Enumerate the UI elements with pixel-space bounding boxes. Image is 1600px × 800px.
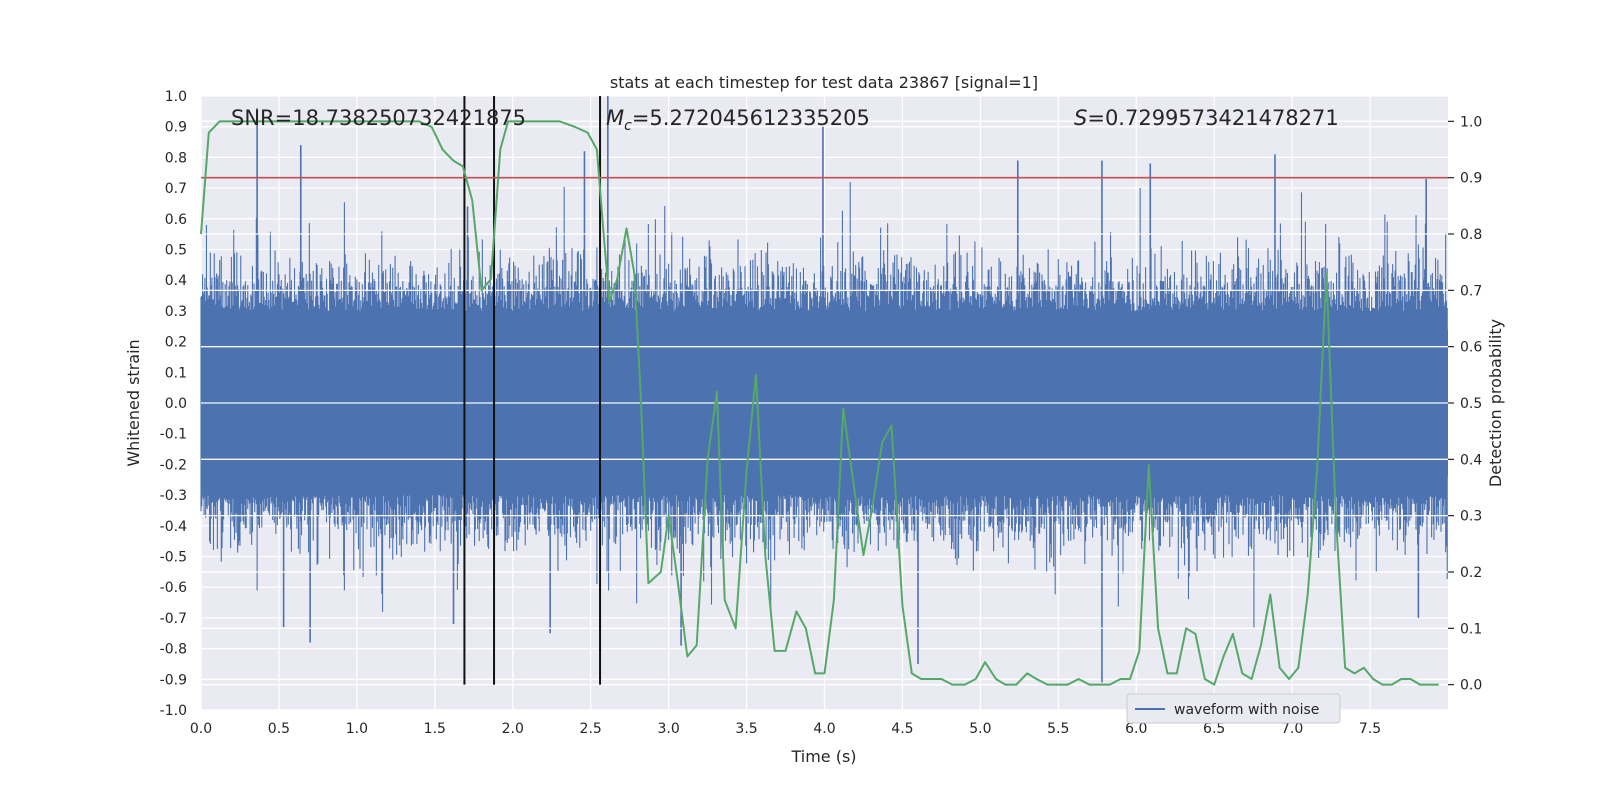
s-symbol: S	[1074, 106, 1087, 130]
y-tick-label: 0.8	[165, 150, 187, 166]
legend-box	[1126, 693, 1341, 724]
y2-tick-label: 0.7	[1460, 283, 1482, 299]
y-tick-label: 0.7	[165, 181, 187, 197]
y-tick-label: -0.5	[160, 550, 187, 566]
chirp-mass-annotation: Mc=5.272045612335205	[606, 106, 870, 134]
y2-tick-label: 0.9	[1460, 171, 1482, 187]
y-tick-label: 0.0	[165, 396, 187, 412]
chirp-mass-subscript: c	[624, 118, 632, 134]
chart-title: stats at each timestep for test data 238…	[610, 73, 1038, 92]
y2-tick-label: 0.8	[1460, 227, 1482, 243]
y-tick-label: -0.7	[160, 611, 187, 627]
y-tick-label: -0.9	[160, 672, 187, 688]
legend-label-waveform: waveform with noise	[1174, 702, 1319, 718]
y2-tick-label: 0.3	[1460, 509, 1482, 525]
y2-tick-label: 0.4	[1460, 452, 1482, 468]
y-tick-label: 0.4	[165, 273, 187, 289]
x-tick-label: 2.5	[580, 721, 602, 737]
y-tick-label: -0.3	[160, 488, 187, 504]
x-tick-label: 1.5	[424, 721, 446, 737]
y2-tick-label: 0.1	[1460, 621, 1482, 637]
x-tick-label: 2.0	[502, 721, 524, 737]
snr-annotation: SNR=18.738250732421875	[231, 106, 526, 130]
y-tick-label: -0.1	[160, 427, 187, 443]
chirp-mass-value: =5.272045612335205	[632, 106, 870, 130]
y2-axis-label: Detection probability	[1486, 319, 1505, 487]
y-tick-label: 0.5	[165, 243, 187, 259]
y-tick-label: -1.0	[160, 703, 187, 719]
y-tick-label: 0.9	[165, 120, 187, 136]
y-tick-label: 0.3	[165, 304, 187, 320]
x-tick-label: 1.0	[346, 721, 368, 737]
x-tick-label: 3.5	[735, 721, 757, 737]
legend: waveform with noise	[1126, 693, 1341, 724]
x-tick-label: 6.5	[1203, 721, 1225, 737]
x-tick-label: 7.5	[1359, 721, 1381, 737]
x-tick-label: 6.0	[1125, 721, 1147, 737]
y2-tick-label: 0.6	[1460, 340, 1482, 356]
y2-tick-label: 0.5	[1460, 396, 1482, 412]
y-tick-label: 0.1	[165, 365, 187, 381]
s-annotation: S=0.7299573421478271	[1074, 106, 1339, 130]
y-tick-label: 0.6	[165, 212, 187, 228]
y-tick-label: -0.4	[160, 519, 187, 535]
x-tick-label: 7.0	[1281, 721, 1303, 737]
x-tick-label: 5.5	[1047, 721, 1069, 737]
detection-probability-line	[200, 120, 1439, 686]
detection-probability-series	[200, 120, 1448, 686]
y2-tick-label: 0.2	[1460, 565, 1482, 581]
chirp-mass-symbol: M	[606, 106, 624, 130]
x-tick-label: 5.0	[969, 721, 991, 737]
x-tick-label: 0.5	[268, 721, 290, 737]
waveform-series	[200, 96, 1448, 686]
x-tick-label: 3.0	[657, 721, 679, 737]
y-tick-label: -0.2	[160, 457, 187, 473]
x-tick-label: 4.5	[891, 721, 913, 737]
y-tick-label: 0.2	[165, 335, 187, 351]
y-tick-label: 1.0	[165, 89, 187, 105]
y2-tick-label: 0.0	[1460, 678, 1482, 694]
y-tick-label: -0.8	[160, 642, 187, 658]
y-tick-label: -0.6	[160, 580, 187, 596]
x-axis-label: Time (s)	[790, 747, 856, 766]
tick-labels: 0.0 0.5 1.0 1.5 2.0 2.5 3.0 3.5 4.0 4.5 5.0 5.5 6.0 6…	[160, 89, 1483, 737]
s-value: =0.7299573421478271	[1087, 106, 1338, 130]
y2-tick-label: 1.0	[1460, 114, 1482, 130]
y-axis-label: Whitened strain	[124, 339, 143, 466]
x-tick-label: 0.0	[190, 721, 212, 737]
x-tick-label: 4.0	[813, 721, 835, 737]
